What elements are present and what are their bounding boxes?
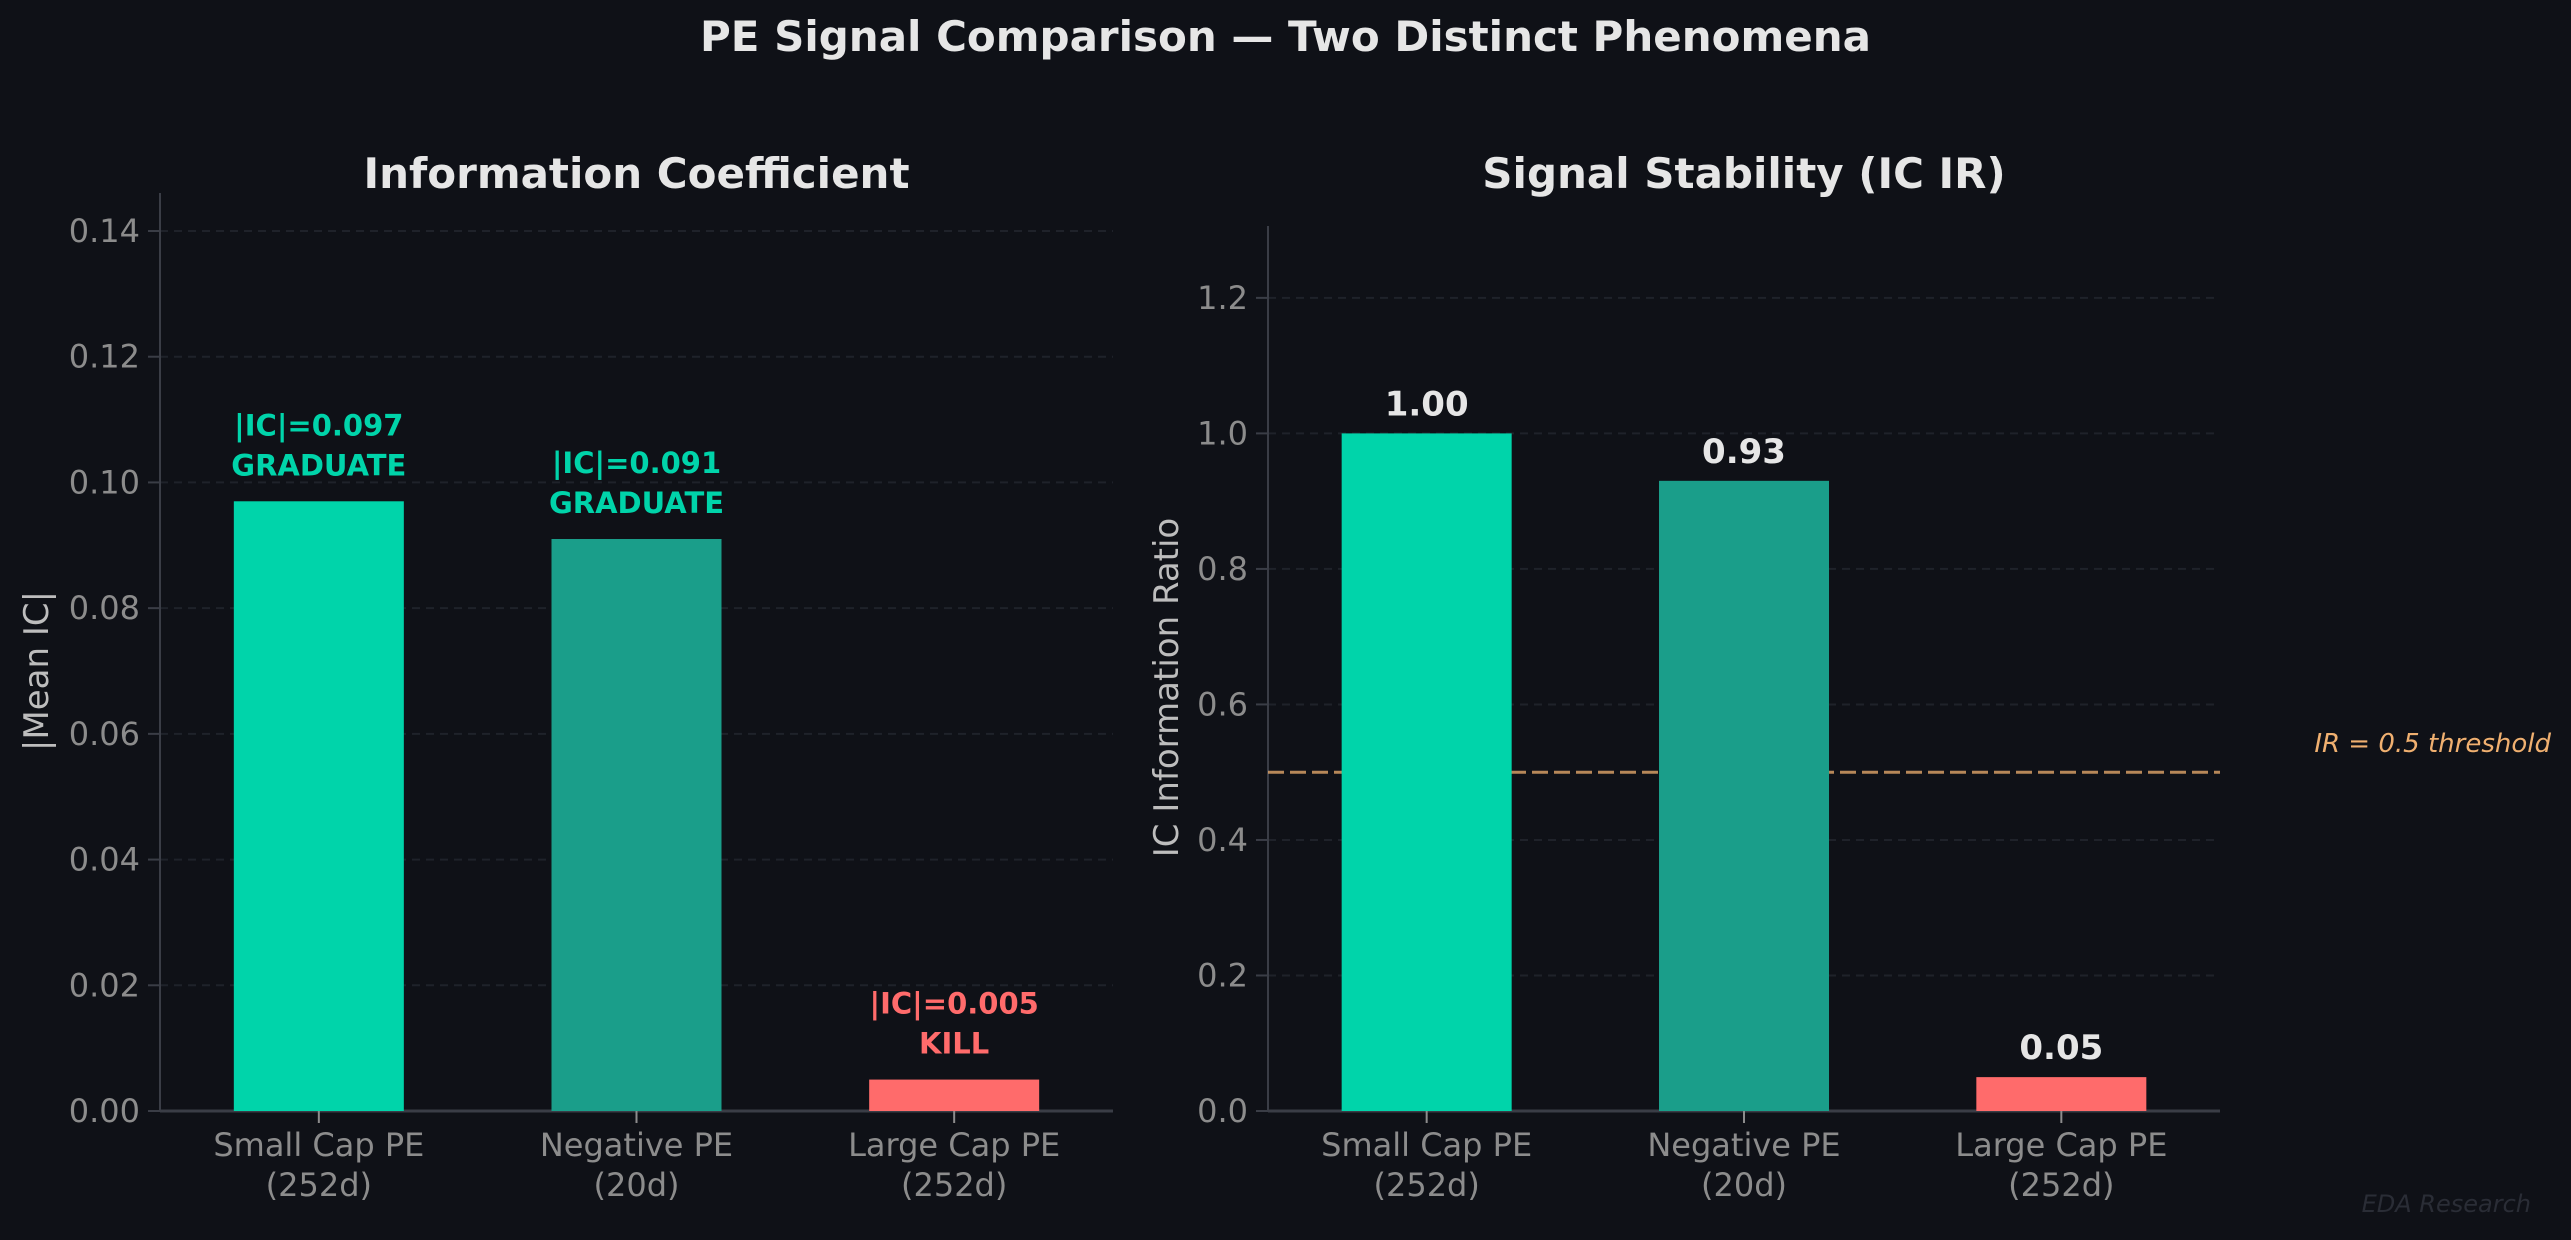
y-tick-label: 0.06 (69, 715, 140, 753)
y-axis-label: IC Information Ratio (1147, 518, 1187, 858)
ic-value-annotation: |IC|=0.097 (234, 408, 403, 442)
x-tick-label: (252d) (266, 1166, 372, 1204)
y-tick-label: 0.8 (1197, 550, 1248, 588)
x-tick-label: Small Cap PE (1321, 1126, 1532, 1164)
bar-value-label: 1.00 (1385, 384, 1469, 424)
y-tick-label: 0.10 (69, 463, 140, 501)
bar[interactable] (1976, 1077, 2147, 1111)
chart-title: Signal Stability (IC IR) (1482, 149, 2005, 198)
y-tick-label: 0.2 (1197, 956, 1248, 994)
threshold-label: IR = 0.5 threshold (2314, 729, 2551, 759)
x-tick-label: (252d) (1373, 1166, 1479, 1204)
bar-value-label: 0.93 (1702, 432, 1786, 472)
bar[interactable] (1341, 433, 1512, 1111)
y-tick-label: 0.4 (1197, 821, 1248, 859)
x-tick-label: Negative PE (540, 1126, 733, 1164)
x-tick-label: (20d) (1701, 1166, 1787, 1204)
x-tick-label: Large Cap PE (1955, 1126, 2167, 1164)
x-tick-label: Large Cap PE (848, 1126, 1060, 1164)
y-tick-label: 0.0 (1197, 1092, 1248, 1130)
bar[interactable] (1659, 480, 1829, 1111)
bar[interactable] (233, 501, 404, 1111)
verdict-annotation: KILL (919, 1027, 989, 1061)
bar[interactable] (551, 539, 722, 1111)
verdict-annotation: GRADUATE (231, 448, 406, 482)
y-tick-label: 0.14 (69, 212, 140, 250)
verdict-annotation: GRADUATE (549, 486, 724, 520)
y-tick-label: 0.12 (69, 338, 140, 376)
y-tick-label: 0.04 (69, 841, 140, 879)
y-axis-label: |Mean IC| (17, 591, 57, 751)
x-tick-label: (20d) (594, 1166, 680, 1204)
x-tick-label: Small Cap PE (213, 1126, 424, 1164)
y-tick-label: 0.02 (69, 966, 140, 1004)
x-tick-label: (252d) (2008, 1166, 2114, 1204)
bar-value-label: 0.05 (2019, 1028, 2103, 1068)
figure-title: PE Signal Comparison — Two Distinct Phen… (700, 12, 1871, 61)
y-tick-label: 0.08 (69, 589, 140, 627)
y-tick-label: 1.2 (1197, 279, 1248, 317)
y-tick-label: 0.00 (69, 1092, 140, 1130)
watermark: EDA Research (2361, 1190, 2531, 1218)
bar[interactable] (869, 1079, 1040, 1111)
ic-bar-chart: Information Coefficient 0.00 0.02 0.04 0.06 0… (17, 149, 1113, 1204)
x-tick-label: Negative PE (1647, 1126, 1840, 1164)
x-tick-label: (252d) (901, 1166, 1007, 1204)
y-tick-label: 1.0 (1197, 414, 1248, 452)
y-tick-label: 0.6 (1197, 685, 1248, 723)
chart-title: Information Coefficient (363, 149, 909, 198)
ic-value-annotation: |IC|=0.091 (552, 446, 721, 480)
ic-value-annotation: |IC|=0.005 (870, 987, 1039, 1021)
